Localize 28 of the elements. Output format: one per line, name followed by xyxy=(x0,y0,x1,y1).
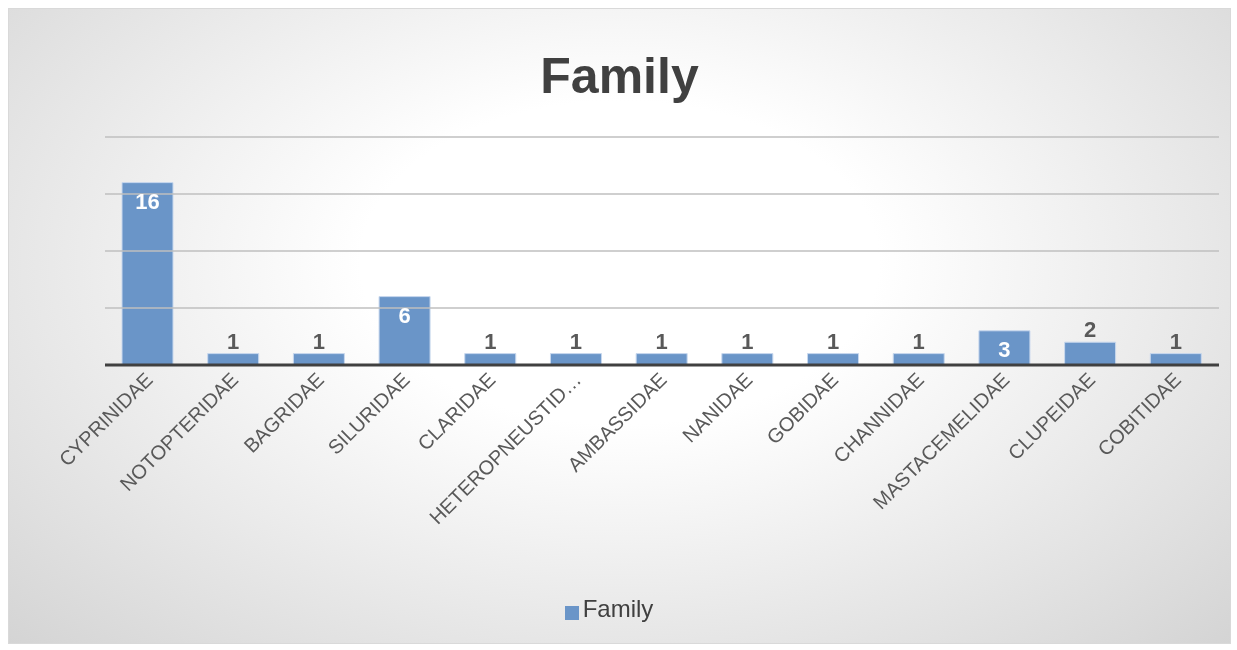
bar xyxy=(378,296,431,365)
data-label: 1 xyxy=(741,328,754,354)
bar xyxy=(1149,353,1202,365)
bar xyxy=(207,353,260,365)
bar xyxy=(549,353,602,365)
data-label: 2 xyxy=(1083,317,1097,343)
legend-label: Family xyxy=(582,595,654,622)
data-label: 1 xyxy=(655,328,668,354)
data-label: 6 xyxy=(398,302,411,328)
data-label: 1 xyxy=(312,328,326,354)
bar xyxy=(892,353,945,365)
data-label: 1 xyxy=(227,328,240,354)
data-label: 16 xyxy=(135,188,160,214)
data-label: 1 xyxy=(484,328,497,354)
chart-title: Family xyxy=(539,47,700,105)
bar xyxy=(464,353,517,365)
data-label: 3 xyxy=(998,336,1011,362)
data-label: 1 xyxy=(1169,328,1182,354)
data-label: 1 xyxy=(912,328,925,354)
bar xyxy=(807,353,860,365)
data-label: 1 xyxy=(569,328,583,354)
bar xyxy=(1064,341,1117,365)
bar xyxy=(635,353,688,365)
data-label: 1 xyxy=(826,328,840,354)
bar xyxy=(978,330,1031,365)
bar xyxy=(292,353,345,365)
bar xyxy=(721,353,774,365)
bar xyxy=(121,182,174,365)
